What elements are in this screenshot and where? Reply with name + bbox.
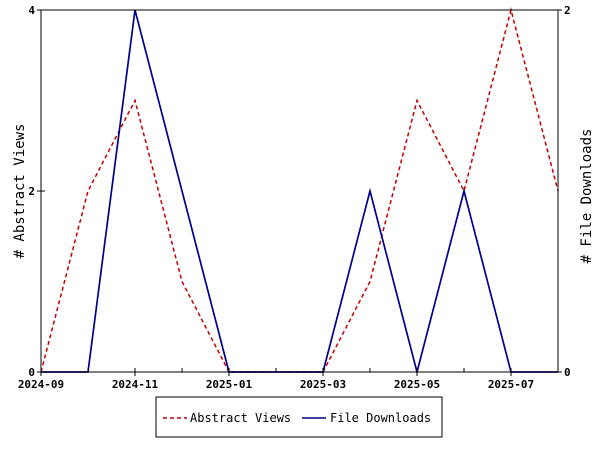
x-tick-label: 2024-09 — [18, 378, 64, 391]
legend: Abstract Views File Downloads — [155, 396, 443, 438]
series-line-file-downloads — [41, 9, 558, 376]
legend-box — [155, 396, 443, 438]
y-tick-label-left: 2 — [28, 185, 35, 198]
y-tick-label-left: 4 — [28, 4, 35, 17]
x-tick-label: 2025-05 — [394, 378, 440, 391]
x-tick-label: 2025-07 — [488, 378, 534, 391]
y-axis-left: 0 2 4 — [28, 4, 45, 379]
x-tick-label: 2025-03 — [300, 378, 346, 391]
plot-frame — [40, 9, 559, 373]
plot-lines — [40, 7, 559, 376]
y-tick-label-right: 2 — [564, 4, 571, 17]
x-tick-label: 2025-01 — [206, 378, 253, 391]
legend-label-abstract-views: Abstract Views — [190, 411, 291, 425]
y-axis-right: 02 — [554, 4, 571, 379]
x-axis: 2024-09 2024-11 2025-01 2025-03 2025-05 2025-… — [18, 368, 559, 391]
y-axis-right-title: # File Downloads — [579, 129, 595, 264]
legend-label-file-downloads: File Downloads — [330, 411, 431, 425]
y-tick-label-left: 0 — [28, 366, 35, 379]
x-tick-label: 2024-11 — [112, 378, 159, 391]
y-axis-left-title: # Abstract Views — [12, 124, 28, 259]
series-line-abstract-views — [40, 7, 559, 373]
y-tick-label-right: 0 — [564, 366, 571, 379]
